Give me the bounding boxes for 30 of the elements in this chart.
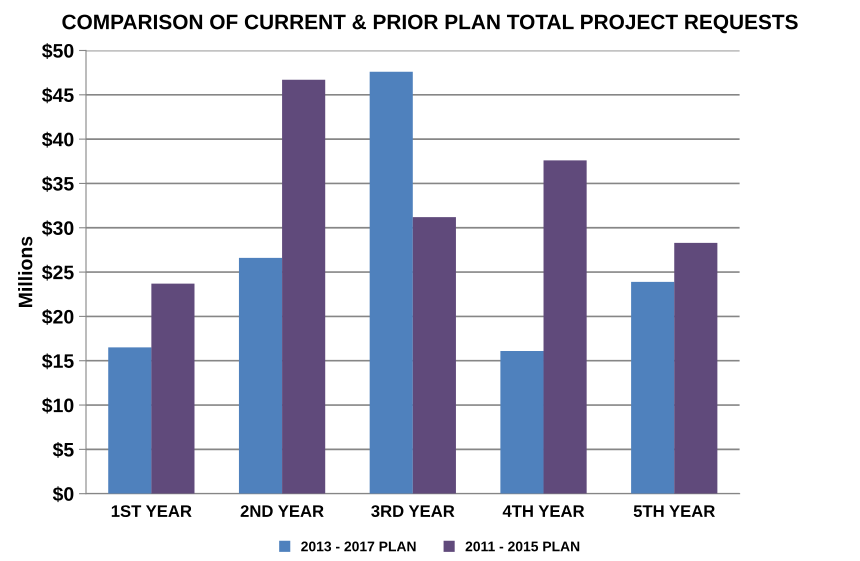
y-tick-label: $5 <box>52 442 74 458</box>
bar <box>674 242 718 494</box>
bar <box>500 350 544 494</box>
x-tick-label: 1ST YEAR <box>112 505 192 518</box>
bar <box>370 72 413 494</box>
bar <box>282 80 326 494</box>
x-tick-label: 5TH YEAR <box>634 505 715 518</box>
y-tick-label: $30 <box>42 220 74 236</box>
y-tick-label: $40 <box>42 132 74 148</box>
legend-label: 2011 - 2015 PLAN <box>466 542 580 552</box>
x-tick-label: 4TH YEAR <box>502 505 584 517</box>
bar <box>238 258 282 494</box>
y-tick-label: $45 <box>42 87 74 104</box>
y-tick-label: $10 <box>42 398 74 414</box>
bar <box>631 282 674 494</box>
y-tick-label: $50 <box>42 43 74 59</box>
x-tick-label: 3RD YEAR <box>371 505 454 518</box>
chart-title: COMPARISON OF CURRENT & PRIOR PLAN TOTAL PROJECT REQUESTS <box>62 14 798 34</box>
legend-label: 2013 - 2017 PLAN <box>301 542 416 552</box>
y-tick-label: $35 <box>42 176 74 192</box>
y-tick-label: $15 <box>42 353 74 370</box>
bar <box>108 347 152 494</box>
y-tick-label: $20 <box>42 309 74 325</box>
y-axis-title: Millions <box>18 236 32 307</box>
y-tick-label: $0 <box>52 486 74 502</box>
x-tick-label: 2ND YEAR <box>240 505 324 517</box>
bar <box>412 217 456 494</box>
bar <box>544 160 587 494</box>
bar <box>151 284 194 494</box>
y-tick-label: $25 <box>42 264 74 281</box>
